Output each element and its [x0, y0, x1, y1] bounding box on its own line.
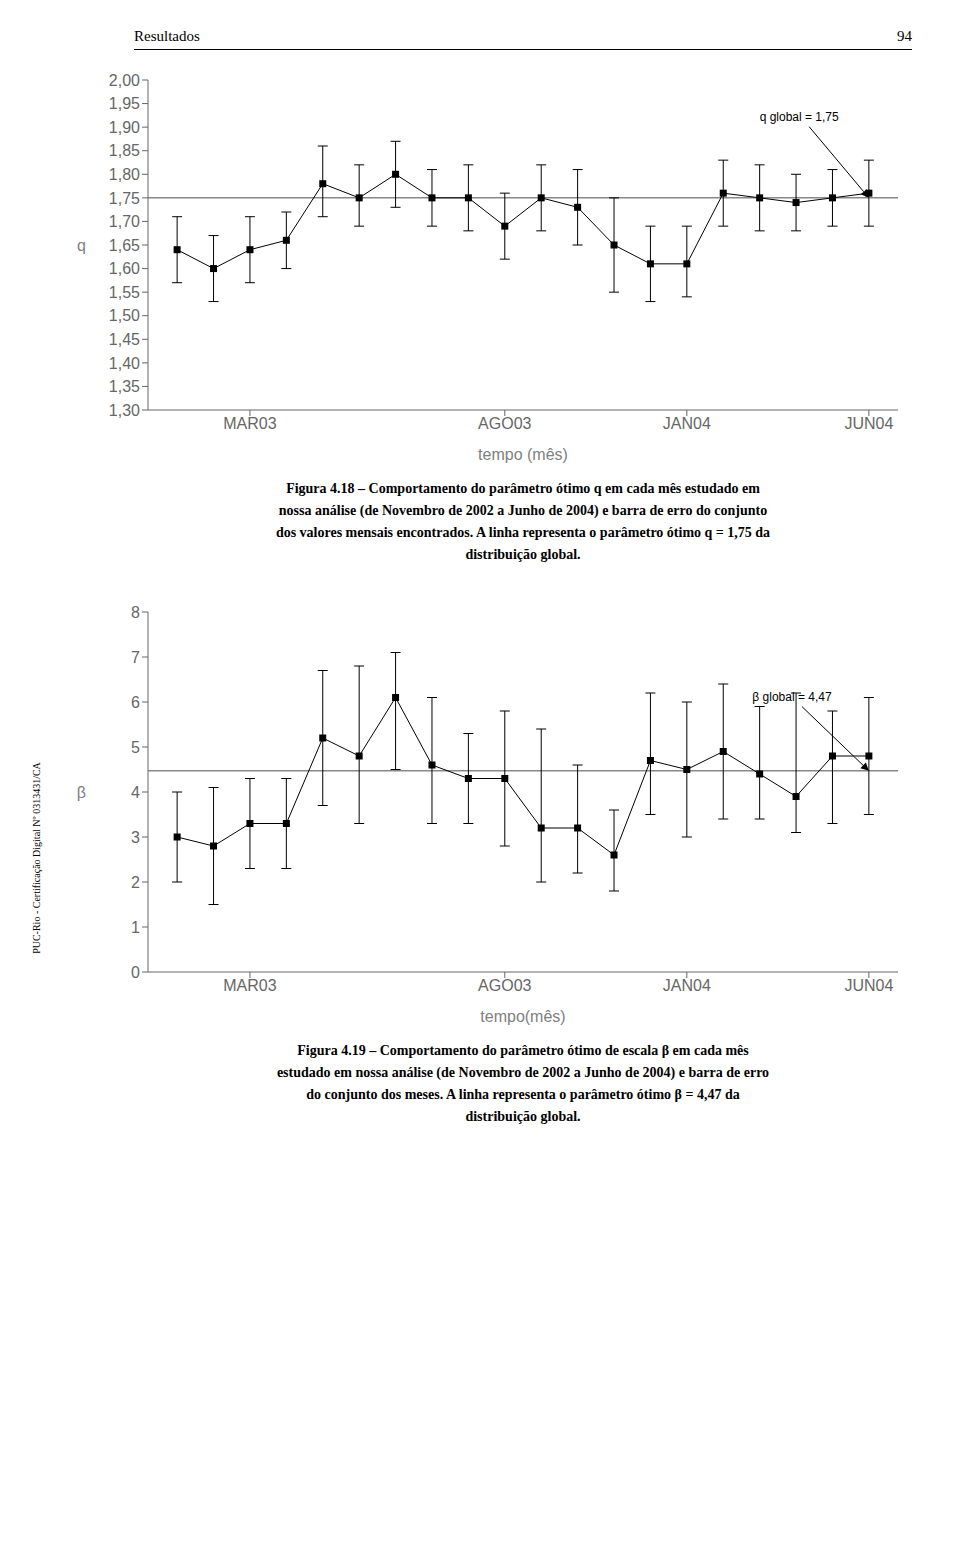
svg-text:JUN04: JUN04: [844, 977, 893, 994]
svg-text:AGO03: AGO03: [478, 415, 531, 432]
svg-text:1,80: 1,80: [109, 166, 140, 183]
html-text:94: 94: [897, 28, 912, 44]
svg-text:8: 8: [131, 604, 140, 621]
svg-text:β: β: [77, 784, 86, 801]
svg-text:q: q: [77, 237, 86, 254]
svg-text:5: 5: [131, 739, 140, 756]
svg-text:1,55: 1,55: [109, 284, 140, 301]
html-text:Resultados: Resultados: [134, 28, 200, 44]
html-text:Figura 4.19 – Comportamento do: Figura 4.19 – Comportamento do parâmetro…: [297, 1043, 749, 1058]
html-text:distribuição global.: distribuição global.: [465, 547, 581, 562]
html-text:Figura 4.18 – Comportamento do: Figura 4.18 – Comportamento do parâmetro…: [286, 481, 760, 496]
html-text:dos valores mensais encontrado: dos valores mensais encontrados. A linha…: [275, 525, 771, 540]
svg-text:q global = 1,75: q global = 1,75: [760, 110, 839, 124]
svg-text:2,00: 2,00: [109, 72, 140, 89]
html-text:PUC-Rio - Certificação Digital: PUC-Rio - Certificação Digital Nº 031343…: [30, 762, 42, 954]
svg-text:JAN04: JAN04: [663, 415, 711, 432]
svg-text:tempo(mês): tempo(mês): [480, 1008, 565, 1025]
svg-text:1,45: 1,45: [109, 331, 140, 348]
svg-text:1,60: 1,60: [109, 260, 140, 277]
svg-text:4: 4: [131, 784, 140, 801]
svg-text:1,70: 1,70: [109, 213, 140, 230]
svg-text:1,65: 1,65: [109, 237, 140, 254]
svg-text:3: 3: [131, 829, 140, 846]
svg-text:1,75: 1,75: [109, 190, 140, 207]
svg-text:MAR03: MAR03: [223, 415, 276, 432]
html-text:estudado em nossa análise (de: estudado em nossa análise (de Novembro d…: [276, 1065, 770, 1080]
svg-text:β global = 4,47: β global = 4,47: [752, 690, 832, 704]
svg-text:1,50: 1,50: [109, 307, 140, 324]
html-text:distribuição global.: distribuição global.: [465, 1109, 581, 1124]
svg-text:AGO03: AGO03: [478, 977, 531, 994]
html-text:nossa análise (de Novembro de: nossa análise (de Novembro de 2002 a Jun…: [278, 503, 768, 518]
svg-text:1,40: 1,40: [109, 355, 140, 372]
svg-text:1,35: 1,35: [109, 378, 140, 395]
svg-text:1,95: 1,95: [109, 95, 140, 112]
svg-text:6: 6: [131, 694, 140, 711]
svg-text:1,90: 1,90: [109, 119, 140, 136]
svg-text:7: 7: [131, 649, 140, 666]
svg-text:1,85: 1,85: [109, 142, 140, 159]
html-text:do conjunto dos meses. A linha: do conjunto dos meses. A linha represent…: [306, 1087, 740, 1102]
svg-text:tempo (mês): tempo (mês): [478, 446, 568, 463]
svg-text:JUN04: JUN04: [844, 415, 893, 432]
svg-text:0: 0: [131, 964, 140, 981]
svg-text:JAN04: JAN04: [663, 977, 711, 994]
svg-text:1,30: 1,30: [109, 402, 140, 419]
svg-text:2: 2: [131, 874, 140, 891]
svg-text:MAR03: MAR03: [223, 977, 276, 994]
svg-text:1: 1: [131, 919, 140, 936]
